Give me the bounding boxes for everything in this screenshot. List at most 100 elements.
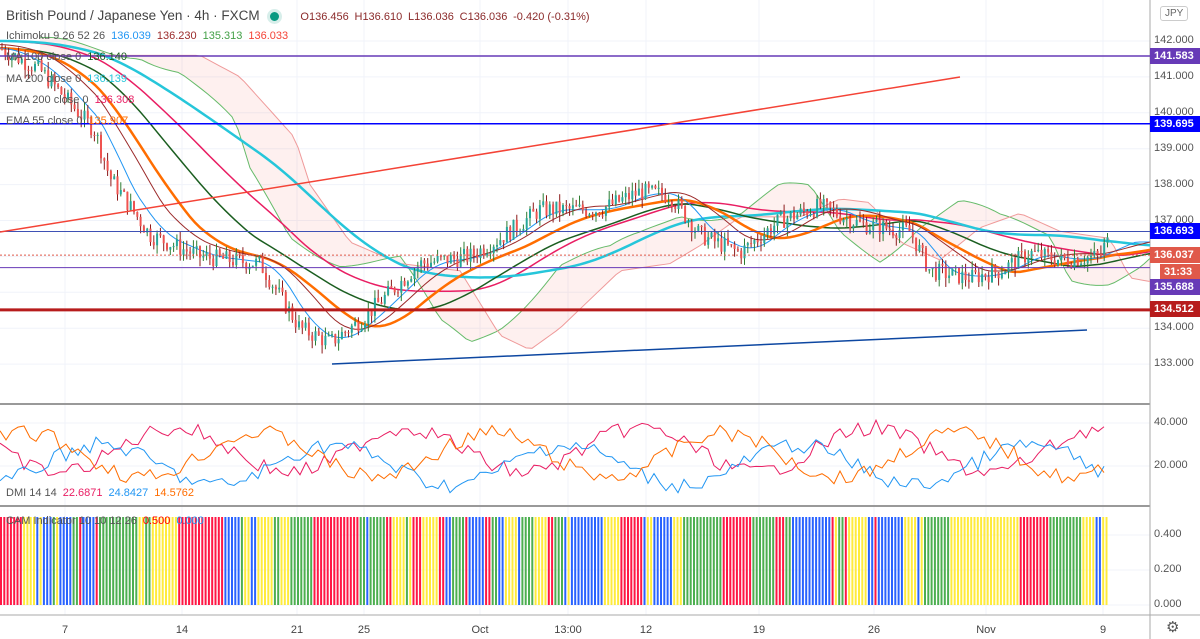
indicator-name: CAM Indicator 10 10 12 26 <box>6 515 137 527</box>
cam-bar <box>264 517 266 605</box>
candle-body <box>628 193 630 200</box>
cam-bar <box>587 517 590 605</box>
cam-bar <box>749 517 752 605</box>
candle-body <box>463 248 465 255</box>
symbol-title[interactable]: British Pound / Japanese Yen · 4h · FXCM <box>6 8 260 23</box>
candle-body <box>987 276 990 283</box>
candle-body <box>515 219 518 232</box>
cam-bar <box>224 517 227 605</box>
cam-bar <box>491 517 494 605</box>
cam-bar <box>920 517 923 605</box>
cam-bar <box>917 517 920 605</box>
cam-bar <box>841 517 844 605</box>
cam-bar <box>679 517 682 605</box>
cam-bar <box>943 517 946 605</box>
indicator-legend[interactable]: Ichimoku 9 26 52 26 136.039 136.230 135.313… <box>6 30 288 42</box>
cam-bar <box>386 517 389 605</box>
cam-bar <box>145 517 148 605</box>
candle-body <box>393 287 396 293</box>
candle-body <box>215 249 218 267</box>
cam-bar <box>1079 517 1082 605</box>
candle-body <box>901 222 904 231</box>
cam-bar <box>132 517 134 605</box>
candle-body <box>842 219 845 223</box>
candle-body <box>789 212 792 219</box>
indicator-name: DMI 14 14 <box>6 487 57 499</box>
settings-gear-icon[interactable]: ⚙ <box>1166 619 1180 636</box>
currency-button[interactable]: JPY <box>1160 6 1189 21</box>
candle-body <box>1050 252 1053 261</box>
indicator-legend[interactable]: EMA 55 close 0 135.907 <box>6 115 128 127</box>
cam-bar <box>1056 517 1058 605</box>
candle-body <box>344 331 347 333</box>
cam-bar <box>227 517 230 605</box>
candle-body <box>228 251 231 262</box>
cam-bar <box>541 517 544 605</box>
dmi-tick: 20.000 <box>1154 459 1188 471</box>
candle-body <box>601 215 604 217</box>
cam-bar <box>277 517 280 605</box>
cam-bar <box>881 517 884 605</box>
candle-body <box>961 271 964 284</box>
candle-body <box>641 188 644 200</box>
candle-body <box>159 233 162 236</box>
time-label: 19 <box>752 624 766 636</box>
candle-body <box>525 218 528 229</box>
cam-legend[interactable]: CAM Indicator 10 10 12 26 0.500 0.000 <box>6 515 204 527</box>
cam-bar <box>161 517 164 605</box>
candle-body <box>169 247 172 250</box>
candle-body <box>294 319 297 328</box>
cam-bar <box>36 517 39 605</box>
cam-bar <box>937 517 940 605</box>
cam-bar <box>168 517 171 605</box>
cam-bar <box>135 517 138 605</box>
cam-bar <box>815 517 818 605</box>
cam-bar <box>633 517 636 605</box>
candle-body <box>575 205 578 207</box>
cam-bar <box>207 517 210 605</box>
indicator-legend[interactable]: MA 200 close 0 136.139 <box>6 73 127 85</box>
indicator-name: EMA 200 close 0 <box>6 94 89 106</box>
cam-bar <box>435 517 438 605</box>
candle-body <box>40 60 43 71</box>
cam-bar <box>650 517 653 605</box>
cam-bar <box>320 517 323 605</box>
candle-body <box>670 201 673 207</box>
cam-bar <box>996 517 999 605</box>
candle-body <box>199 246 201 258</box>
cam-bar <box>79 517 82 605</box>
indicator-name: EMA 55 close 0 <box>6 115 83 127</box>
dmi-legend[interactable]: DMI 14 14 22.6871 24.8427 14.5762 <box>6 487 194 499</box>
cam-bar <box>92 517 95 605</box>
indicator-name: MA 100 close 0 <box>6 51 82 63</box>
price-tick: 133.000 <box>1154 357 1194 370</box>
candle-body <box>760 242 762 244</box>
cam-bar <box>514 517 517 605</box>
candle-body <box>604 206 607 216</box>
candle-body <box>918 244 921 251</box>
cam-bar <box>191 517 194 605</box>
cam-bar <box>353 517 356 605</box>
cam-bar <box>508 517 511 605</box>
indicator-value: 135.907 <box>88 115 129 127</box>
candle-body <box>786 218 789 228</box>
candle-body <box>175 239 178 247</box>
candle-body <box>182 249 185 255</box>
cam-bar <box>204 517 207 605</box>
indicator-legend[interactable]: MA 100 close 0 136.140 <box>6 51 127 63</box>
candle-body <box>304 322 307 328</box>
candle-body <box>298 321 300 328</box>
candle-body <box>611 199 614 205</box>
candle-body <box>710 232 713 238</box>
candle-body <box>472 248 475 256</box>
candle-body <box>958 267 960 284</box>
indicator-value: 136.033 <box>248 30 289 42</box>
indicator-legend[interactable]: EMA 200 close 0 136.308 <box>6 94 134 106</box>
time-label: 26 <box>867 624 881 636</box>
candle-body <box>103 158 106 161</box>
ma-200-line <box>0 39 1151 279</box>
candle-body <box>439 256 442 258</box>
candle-body <box>1010 258 1013 263</box>
cam-bar <box>1082 517 1085 605</box>
